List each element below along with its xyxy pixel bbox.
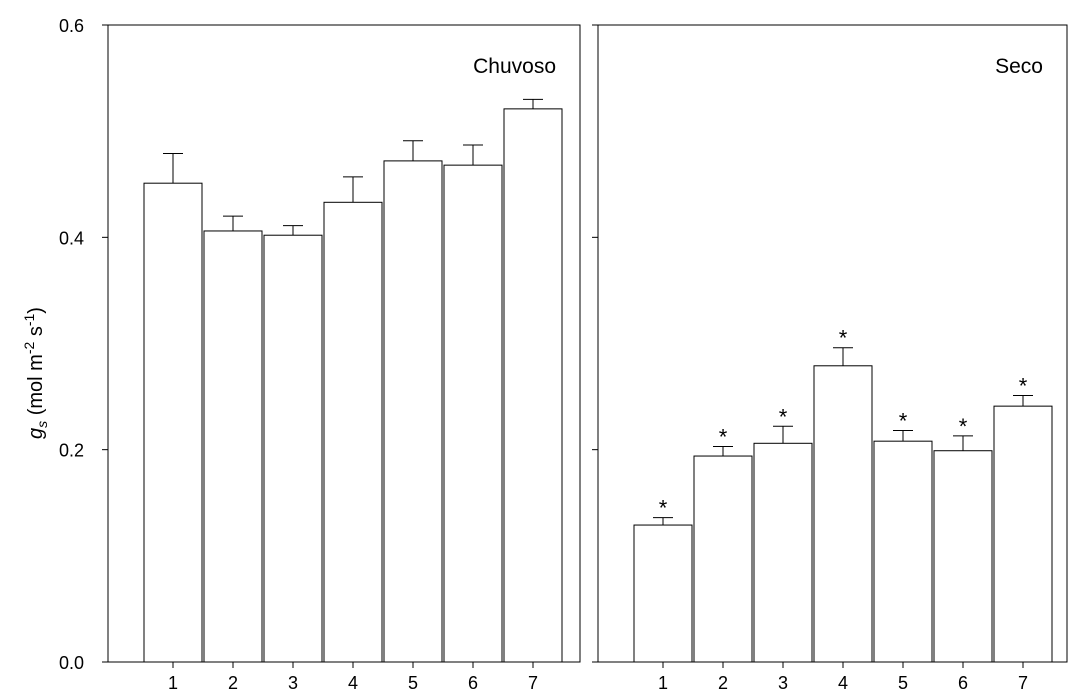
panel-title: Chuvoso (473, 55, 556, 78)
bar (203, 230, 263, 663)
x-tick-label: 7 (528, 673, 538, 692)
x-tick-label: 6 (468, 673, 478, 692)
bar (873, 440, 933, 663)
x-tick-label: 5 (408, 673, 418, 692)
x-tick-label: 5 (898, 673, 908, 692)
bar (383, 160, 443, 663)
x-tick-label: 1 (168, 673, 178, 692)
significance-marker: * (959, 414, 968, 439)
bar (443, 164, 503, 663)
panel-title: Seco (995, 55, 1043, 78)
y-axis-label: gs (mol m-2 s-1) (21, 307, 50, 439)
x-tick-label: 4 (838, 673, 848, 692)
x-tick-label: 2 (718, 673, 728, 692)
x-tick-label: 4 (348, 673, 358, 692)
y-tick-label: 0.2 (59, 441, 84, 461)
significance-marker: * (779, 404, 788, 429)
x-tick-label: 2 (228, 673, 238, 692)
significance-marker: * (899, 409, 908, 434)
x-tick-label: 7 (1018, 673, 1028, 692)
bar (993, 405, 1053, 663)
y-tick-label: 0.0 (59, 653, 84, 673)
bar (813, 365, 873, 663)
bar (933, 450, 993, 663)
bar (753, 442, 813, 663)
x-tick-label: 6 (958, 673, 968, 692)
significance-marker: * (1019, 374, 1028, 399)
significance-marker: * (659, 496, 668, 521)
bar (693, 455, 753, 663)
x-tick-label: 1 (658, 673, 668, 692)
significance-marker: * (839, 326, 848, 351)
x-tick-label: 3 (288, 673, 298, 692)
bar (263, 234, 323, 663)
significance-marker: * (719, 424, 728, 449)
bar (633, 524, 693, 663)
bar (143, 182, 203, 663)
y-tick-label: 0.4 (59, 228, 84, 248)
bar (323, 201, 383, 663)
x-tick-label: 3 (778, 673, 788, 692)
y-tick-label: 0.6 (59, 16, 84, 36)
bar (503, 108, 563, 663)
